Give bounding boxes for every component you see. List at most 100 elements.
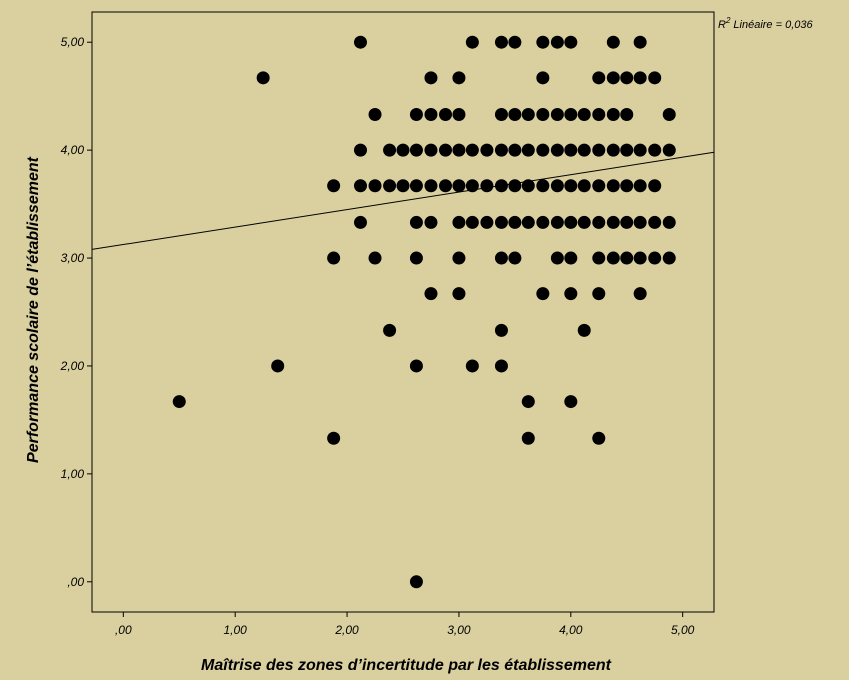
data-point (550, 215, 564, 229)
data-point (409, 108, 423, 122)
data-point (633, 251, 647, 265)
data-point (172, 395, 186, 409)
data-point (633, 287, 647, 301)
data-point (592, 108, 606, 122)
y-tick-label: 2,00 (60, 359, 85, 373)
plot-area (91, 11, 715, 613)
data-point (577, 323, 591, 337)
data-point (353, 179, 367, 193)
data-point (564, 287, 578, 301)
data-point (508, 179, 522, 193)
y-tick-label: 4,00 (61, 143, 85, 157)
data-point (494, 323, 508, 337)
data-point (662, 215, 676, 229)
data-point (452, 287, 466, 301)
data-point (648, 143, 662, 157)
data-point (662, 143, 676, 157)
x-tick-label: 1,00 (224, 623, 248, 637)
fit-label-text: Linéaire = 0,036 (733, 19, 813, 31)
data-point (620, 71, 634, 85)
data-point (577, 179, 591, 193)
data-point (353, 35, 367, 49)
data-point (327, 251, 341, 265)
data-point (424, 71, 438, 85)
data-point (465, 143, 479, 157)
data-point (606, 251, 620, 265)
data-point (452, 215, 466, 229)
fit-line-label: R2 Linéaire = 0,036 (718, 16, 813, 31)
data-point (536, 143, 550, 157)
data-point (550, 143, 564, 157)
data-point (368, 108, 382, 122)
y-axis-title: Performance scolaire de l’établissement (25, 156, 42, 463)
data-point (452, 251, 466, 265)
data-point (536, 71, 550, 85)
data-point (424, 179, 438, 193)
data-point (521, 431, 535, 445)
data-point (383, 143, 397, 157)
data-point (564, 215, 578, 229)
data-point (256, 71, 270, 85)
y-tick-label: ,00 (67, 575, 84, 589)
data-point (662, 108, 676, 122)
fit-label-superscript: 2 (725, 16, 731, 25)
data-point (383, 179, 397, 193)
data-point (452, 143, 466, 157)
data-points (172, 35, 676, 589)
data-point (424, 143, 438, 157)
data-point (592, 431, 606, 445)
data-point (409, 179, 423, 193)
data-point (452, 108, 466, 122)
data-point (564, 143, 578, 157)
data-point (327, 431, 341, 445)
data-point (564, 35, 578, 49)
data-point (648, 71, 662, 85)
data-point (353, 215, 367, 229)
data-point (620, 215, 634, 229)
data-point (536, 35, 550, 49)
data-point (592, 215, 606, 229)
data-point (633, 71, 647, 85)
x-axis-title: Maîtrise des zones d’incertitude par les… (201, 657, 612, 674)
y-tick-label: 5,00 (61, 35, 85, 49)
data-point (592, 143, 606, 157)
data-point (465, 215, 479, 229)
data-point (536, 179, 550, 193)
data-point (592, 287, 606, 301)
data-point (550, 251, 564, 265)
data-point (620, 179, 634, 193)
data-point (606, 71, 620, 85)
fit-label-r: R (718, 19, 726, 31)
data-point (409, 215, 423, 229)
data-point (550, 35, 564, 49)
data-point (383, 323, 397, 337)
data-point (592, 251, 606, 265)
y-tick-label: 1,00 (61, 467, 85, 481)
data-point (592, 71, 606, 85)
data-point (662, 251, 676, 265)
data-point (494, 35, 508, 49)
data-point (633, 35, 647, 49)
data-point (606, 143, 620, 157)
data-point (494, 251, 508, 265)
data-point (606, 179, 620, 193)
x-tick-label: ,00 (115, 623, 132, 637)
data-point (620, 251, 634, 265)
data-point (521, 179, 535, 193)
data-point (439, 108, 453, 122)
data-point (452, 179, 466, 193)
data-point (465, 35, 479, 49)
x-tick-label: 2,00 (334, 623, 359, 637)
fit-line (91, 151, 715, 250)
data-point (521, 108, 535, 122)
data-point (633, 215, 647, 229)
y-tick-label: 3,00 (61, 251, 85, 265)
data-point (620, 108, 634, 122)
data-point (409, 575, 423, 589)
data-point (521, 215, 535, 229)
data-point (521, 395, 535, 409)
data-point (424, 108, 438, 122)
data-point (271, 359, 285, 373)
data-point (409, 251, 423, 265)
